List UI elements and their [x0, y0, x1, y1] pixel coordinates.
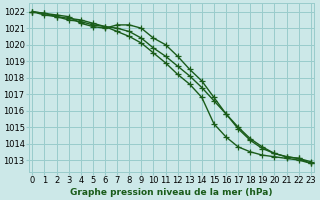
X-axis label: Graphe pression niveau de la mer (hPa): Graphe pression niveau de la mer (hPa) — [70, 188, 273, 197]
